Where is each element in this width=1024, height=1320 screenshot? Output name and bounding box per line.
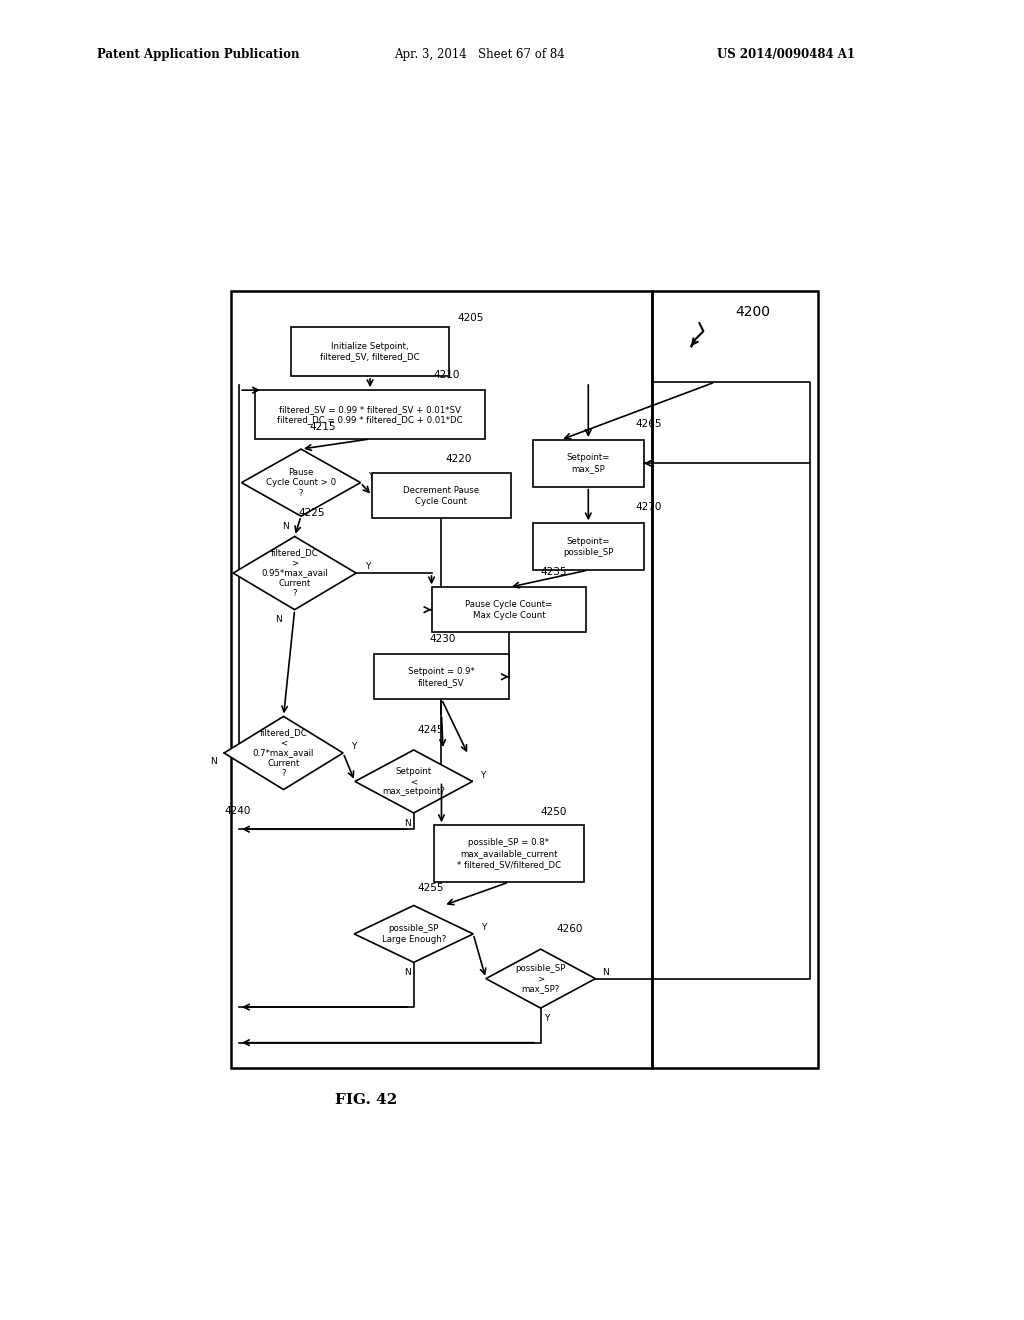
Bar: [372, 474, 511, 519]
Bar: [291, 327, 450, 376]
Text: 4235: 4235: [541, 568, 567, 577]
Text: possible_SP
>
max_SP?: possible_SP > max_SP?: [515, 964, 566, 994]
Text: 4240: 4240: [224, 807, 251, 816]
Text: Y: Y: [480, 771, 485, 780]
Text: N: N: [282, 521, 289, 531]
Bar: [374, 655, 509, 700]
Text: N: N: [404, 818, 411, 828]
Bar: [652, 290, 818, 1068]
Text: 4250: 4250: [541, 807, 567, 817]
Text: 4245: 4245: [418, 725, 444, 735]
Text: 4220: 4220: [445, 454, 472, 465]
Text: 4225: 4225: [299, 508, 326, 519]
Text: 4265: 4265: [636, 418, 663, 429]
Text: Y: Y: [366, 562, 371, 572]
Text: N: N: [602, 968, 609, 977]
Text: Setpoint=
possible_SP: Setpoint= possible_SP: [563, 537, 613, 557]
Text: Y: Y: [350, 742, 356, 751]
Bar: [532, 440, 644, 487]
Text: 4230: 4230: [430, 634, 456, 644]
Text: Pause Cycle Count=
Max Cycle Count: Pause Cycle Count= Max Cycle Count: [465, 599, 553, 619]
Text: filtered_SV = 0.99 * filtered_SV + 0.01*SV
filtered_DC = 0.99 * filtered_DC + 0.: filtered_SV = 0.99 * filtered_SV + 0.01*…: [278, 405, 463, 425]
Text: Apr. 3, 2014   Sheet 67 of 84: Apr. 3, 2014 Sheet 67 of 84: [394, 48, 565, 61]
Polygon shape: [354, 906, 473, 962]
Text: FIG. 42: FIG. 42: [335, 1093, 397, 1106]
Text: Decrement Pause
Cycle Count: Decrement Pause Cycle Count: [403, 486, 479, 506]
Text: 4270: 4270: [636, 502, 663, 512]
Text: Pause
Cycle Count > 0
?: Pause Cycle Count > 0 ?: [266, 467, 336, 498]
Text: filtered_DC
<
0.7*max_avail
Current
?: filtered_DC < 0.7*max_avail Current ?: [253, 727, 314, 779]
Text: 4260: 4260: [557, 924, 583, 933]
Text: Setpoint = 0.9*
filtered_SV: Setpoint = 0.9* filtered_SV: [409, 667, 475, 686]
Bar: [255, 391, 485, 440]
Text: US 2014/0090484 A1: US 2014/0090484 A1: [717, 48, 855, 61]
Text: Y: Y: [481, 923, 486, 932]
Text: N: N: [210, 756, 217, 766]
Text: Y: Y: [369, 473, 374, 480]
Text: 4205: 4205: [458, 313, 483, 323]
Text: Y: Y: [545, 1014, 550, 1023]
Polygon shape: [242, 449, 360, 516]
Text: Patent Application Publication: Patent Application Publication: [97, 48, 300, 61]
Text: possible_SP = 0.8*
max_available_current
* filtered_SV/filtered_DC: possible_SP = 0.8* max_available_current…: [457, 838, 561, 869]
Text: possible_SP
Large Enough?: possible_SP Large Enough?: [382, 924, 445, 944]
Text: filtered_DC
>
0.95*max_avail
Current
?: filtered_DC > 0.95*max_avail Current ?: [261, 548, 328, 598]
Text: 4200: 4200: [735, 305, 770, 319]
Text: N: N: [404, 968, 411, 977]
Text: N: N: [275, 615, 283, 624]
Polygon shape: [233, 536, 356, 610]
Text: Initialize Setpoint,
filtered_SV, filtered_DC: Initialize Setpoint, filtered_SV, filter…: [321, 342, 420, 362]
Bar: [532, 523, 644, 570]
Bar: [431, 587, 587, 632]
Bar: [231, 290, 652, 1068]
Text: 4255: 4255: [418, 883, 444, 894]
Text: 4210: 4210: [433, 370, 460, 380]
Bar: [433, 825, 585, 882]
Polygon shape: [355, 750, 472, 813]
Polygon shape: [224, 717, 343, 789]
Polygon shape: [486, 949, 595, 1008]
Text: Setpoint
<
max_setpoint?: Setpoint < max_setpoint?: [382, 767, 445, 796]
Text: Setpoint=
max_SP: Setpoint= max_SP: [566, 454, 610, 473]
Text: 4215: 4215: [309, 422, 336, 432]
